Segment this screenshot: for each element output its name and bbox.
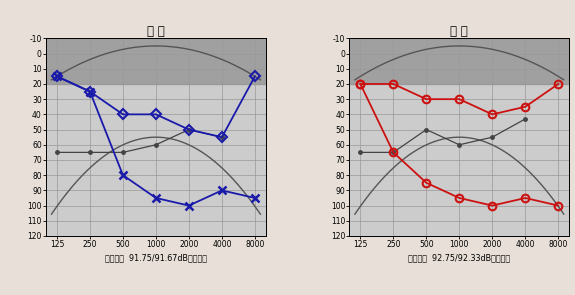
X-axis label: 平均听力  91.75/91.67dB（分贝）: 平均听力 91.75/91.67dB（分贝） — [105, 253, 207, 262]
X-axis label: 平均听力  92.75/92.33dB（分贝）: 平均听力 92.75/92.33dB（分贝） — [408, 253, 511, 262]
Title: 右 耳: 右 耳 — [450, 25, 468, 38]
Title: 左 耳: 左 耳 — [147, 25, 165, 38]
Bar — [46, 38, 266, 84]
Bar — [350, 38, 569, 84]
